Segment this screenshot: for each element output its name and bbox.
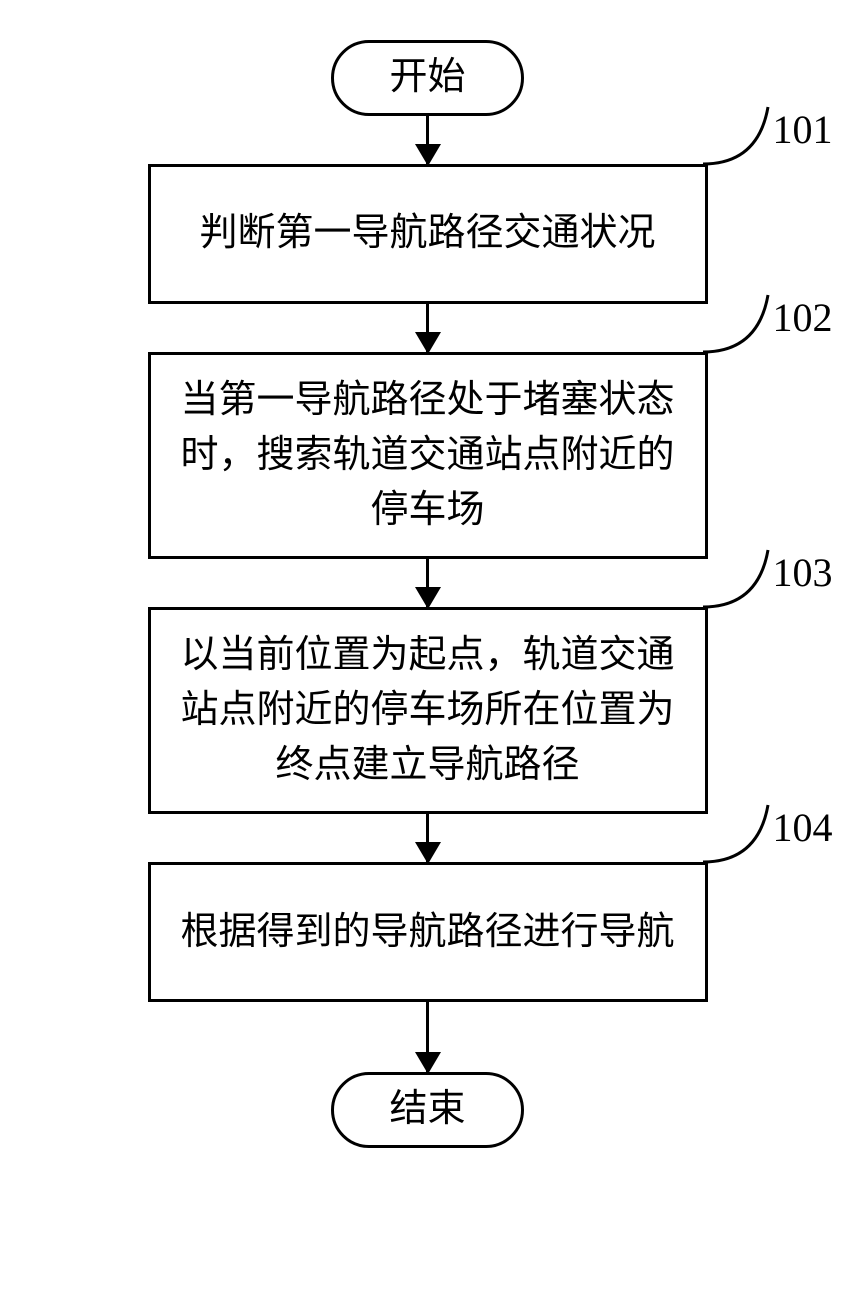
end-terminal: 结束	[331, 1072, 523, 1148]
start-terminal: 开始	[331, 40, 523, 116]
step-4-wrapper: 根据得到的导航路径进行导航 104	[148, 862, 708, 1002]
arrow	[426, 559, 429, 607]
arrow	[426, 1002, 429, 1072]
process-step-3: 以当前位置为起点，轨道交通站点附近的停车场所在位置为终点建立导航路径	[148, 607, 708, 814]
step-1-label: 101	[773, 106, 833, 153]
process-step-4: 根据得到的导航路径进行导航	[148, 862, 708, 1002]
arrow	[426, 814, 429, 862]
step-1-text: 判断第一导航路径交通状况	[199, 206, 655, 261]
process-step-2: 当第一导航路径处于堵塞状态时，搜索轨道交通站点附近的停车场	[148, 352, 708, 559]
step-1-wrapper: 判断第一导航路径交通状况 101	[148, 164, 708, 304]
end-label: 结束	[389, 1088, 465, 1130]
step-3-label: 103	[773, 549, 833, 596]
step-2-text: 当第一导航路径处于堵塞状态时，搜索轨道交通站点附近的停车场	[180, 379, 674, 531]
process-step-1: 判断第一导航路径交通状况	[148, 164, 708, 304]
step-2-label: 102	[773, 294, 833, 341]
step-3-wrapper: 以当前位置为起点，轨道交通站点附近的停车场所在位置为终点建立导航路径 103	[148, 607, 708, 814]
step-3-text: 以当前位置为起点，轨道交通站点附近的停车场所在位置为终点建立导航路径	[180, 634, 674, 786]
flowchart-container: 开始 判断第一导航路径交通状况 101 当第一导航路径处于堵塞状态时，搜索轨道交…	[148, 40, 708, 1148]
step-4-label: 104	[773, 804, 833, 851]
arrow	[426, 116, 429, 164]
arrow	[426, 304, 429, 352]
step-2-wrapper: 当第一导航路径处于堵塞状态时，搜索轨道交通站点附近的停车场 102	[148, 352, 708, 559]
step-4-text: 根据得到的导航路径进行导航	[180, 905, 674, 960]
start-label: 开始	[389, 56, 465, 98]
